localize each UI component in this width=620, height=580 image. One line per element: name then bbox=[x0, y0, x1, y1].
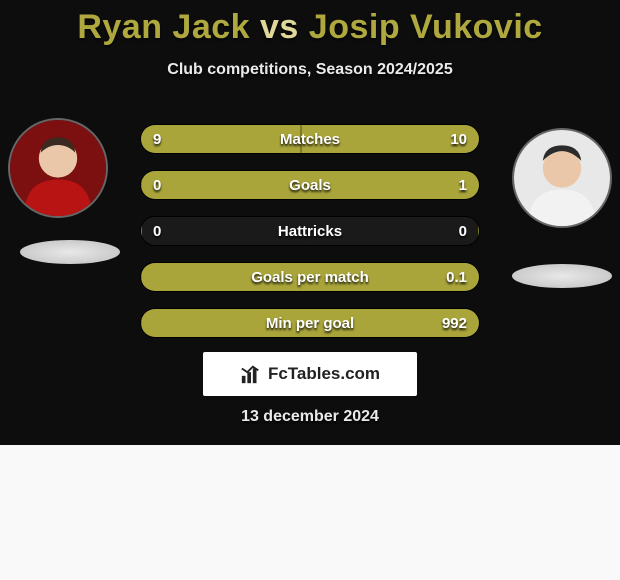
stat-row: Hattricks0 0 bbox=[140, 216, 480, 246]
stat-label: Hattricks bbox=[141, 217, 479, 246]
player2-avatar-svg bbox=[514, 130, 610, 226]
player1-avatar bbox=[8, 118, 108, 218]
bar-chart-icon bbox=[240, 363, 262, 385]
stat-value-left: 9 bbox=[153, 125, 161, 154]
comparison-card: Ryan Jack vs Josip Vukovic Club competit… bbox=[0, 0, 620, 445]
stat-value-right: 0.1 bbox=[446, 263, 467, 292]
stat-value-left: 0 bbox=[153, 171, 161, 200]
stat-value-right: 992 bbox=[442, 309, 467, 338]
player1-name: Ryan Jack bbox=[77, 8, 250, 46]
stat-label: Goals per match bbox=[141, 263, 479, 292]
stat-label: Matches bbox=[141, 125, 479, 154]
stat-label: Min per goal bbox=[141, 309, 479, 338]
player1-avatar-svg bbox=[10, 120, 106, 216]
stat-row: Goals0 1 bbox=[140, 170, 480, 200]
stat-label: Goals bbox=[141, 171, 479, 200]
vs-separator: vs bbox=[260, 8, 299, 46]
stat-value-right: 1 bbox=[459, 171, 467, 200]
stat-value-left: 0 bbox=[153, 217, 161, 246]
page-title: Ryan Jack vs Josip Vukovic bbox=[0, 0, 620, 47]
subtitle: Club competitions, Season 2024/2025 bbox=[0, 61, 620, 79]
stat-row: Min per goal992 bbox=[140, 308, 480, 338]
stat-row: Goals per match0.1 bbox=[140, 262, 480, 292]
stat-bars: Matches910Goals01Hattricks00Goals per ma… bbox=[140, 124, 480, 354]
stat-value-right: 10 bbox=[450, 125, 467, 154]
stat-row: Matches9 10 bbox=[140, 124, 480, 154]
brand-text: FcTables.com bbox=[268, 364, 380, 384]
brand-badge: FcTables.com bbox=[203, 352, 417, 396]
stat-value-right: 0 bbox=[459, 217, 467, 246]
player2-name: Josip Vukovic bbox=[309, 8, 543, 46]
player2-avatar bbox=[512, 128, 612, 228]
player1-shadow bbox=[20, 240, 120, 264]
snapshot-date: 13 december 2024 bbox=[0, 408, 620, 426]
player2-shadow bbox=[512, 264, 612, 288]
